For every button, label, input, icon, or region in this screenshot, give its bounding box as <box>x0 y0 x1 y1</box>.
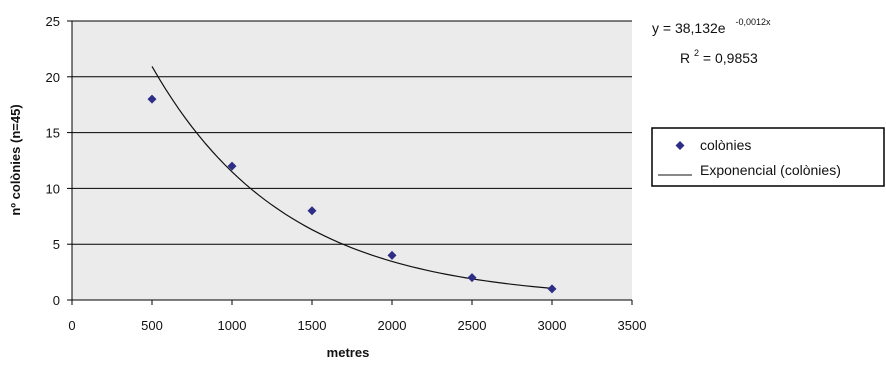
r-squared-value: = 0,9853 <box>703 50 758 66</box>
legend-label-trendline: Exponencial (colònies) <box>700 162 841 178</box>
data-point-1000 <box>227 161 237 171</box>
y-tick-label-25: 25 <box>46 14 60 29</box>
r-squared-label: R <box>680 50 690 66</box>
x-axis-title: metres <box>327 345 370 360</box>
y-tick-label-10: 10 <box>46 181 60 196</box>
data-point-1500 <box>307 206 317 216</box>
data-point-2500 <box>467 273 477 283</box>
data-point-500 <box>147 94 157 104</box>
equation-base: y = 38,132e <box>652 20 726 36</box>
legend-label-colonies: colònies <box>700 137 751 153</box>
data-point-3000 <box>547 284 557 294</box>
x-tick-label-500: 500 <box>141 318 163 333</box>
y-tick-label-20: 20 <box>46 70 60 85</box>
x-tick-label-1500: 1500 <box>298 318 327 333</box>
legend: colònies Exponencial (colònies) <box>651 127 885 187</box>
y-tick-label-15: 15 <box>46 126 60 141</box>
trendline-equation: y = 38,132e -0,0012x <box>652 17 771 36</box>
x-tick-label-0: 0 <box>68 318 75 333</box>
plot-area <box>72 21 632 300</box>
r-squared-superscript: 2 <box>694 48 699 58</box>
r-squared: R 2 = 0,9853 <box>680 43 758 66</box>
data-point-2000 <box>387 250 397 260</box>
x-tick-label-2000: 2000 <box>378 318 407 333</box>
legend-box <box>651 127 885 187</box>
y-tick-label-0: 0 <box>53 293 60 308</box>
x-tick-label-3000: 3000 <box>538 318 567 333</box>
legend-marker-colonies <box>675 141 685 150</box>
equation-exponent: -0,0012x <box>735 17 771 27</box>
y-tick-label-5: 5 <box>53 237 60 252</box>
y-axis-title: nº colònies (n=45) <box>8 104 23 215</box>
x-tick-label-2500: 2500 <box>458 318 487 333</box>
x-tick-label-1000: 1000 <box>218 318 247 333</box>
x-tick-label-3500: 3500 <box>618 318 647 333</box>
trendline-exponential <box>151 66 553 289</box>
